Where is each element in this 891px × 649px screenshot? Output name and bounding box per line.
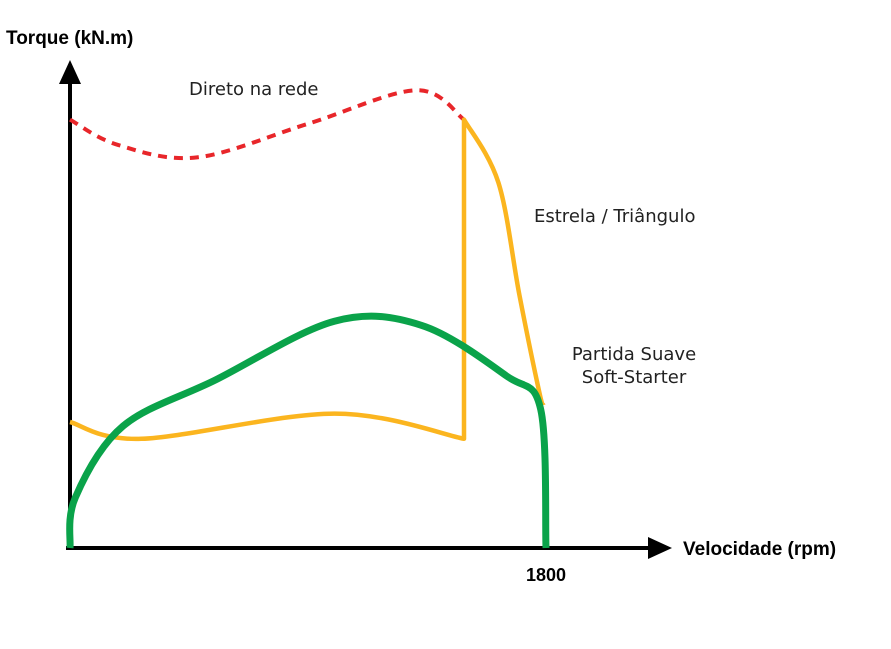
series-soft-starter bbox=[66, 312, 550, 549]
y-axis bbox=[59, 60, 81, 548]
x-axis bbox=[66, 537, 672, 559]
x-tick-label-1800: 1800 bbox=[526, 565, 566, 585]
series-direto-na-rede bbox=[69, 88, 466, 161]
series-label-direto: Direto na rede bbox=[189, 79, 318, 100]
y-axis-title: Torque (kN.m) bbox=[6, 28, 133, 49]
series-label-estrela: Estrela / Triângulo bbox=[534, 206, 695, 227]
series-label-soft-starter-line1: Partida Suave bbox=[572, 344, 696, 365]
series-label-soft-starter: Partida Suave Soft-Starter bbox=[572, 344, 696, 388]
x-axis-title: Velocidade (rpm) bbox=[683, 539, 836, 560]
series-estrela-triangulo bbox=[69, 117, 546, 442]
x-axis-arrow-icon bbox=[648, 537, 672, 559]
series-label-soft-starter-line2: Soft-Starter bbox=[582, 367, 687, 388]
series-layer bbox=[66, 88, 550, 549]
y-axis-arrow-icon bbox=[59, 60, 81, 84]
